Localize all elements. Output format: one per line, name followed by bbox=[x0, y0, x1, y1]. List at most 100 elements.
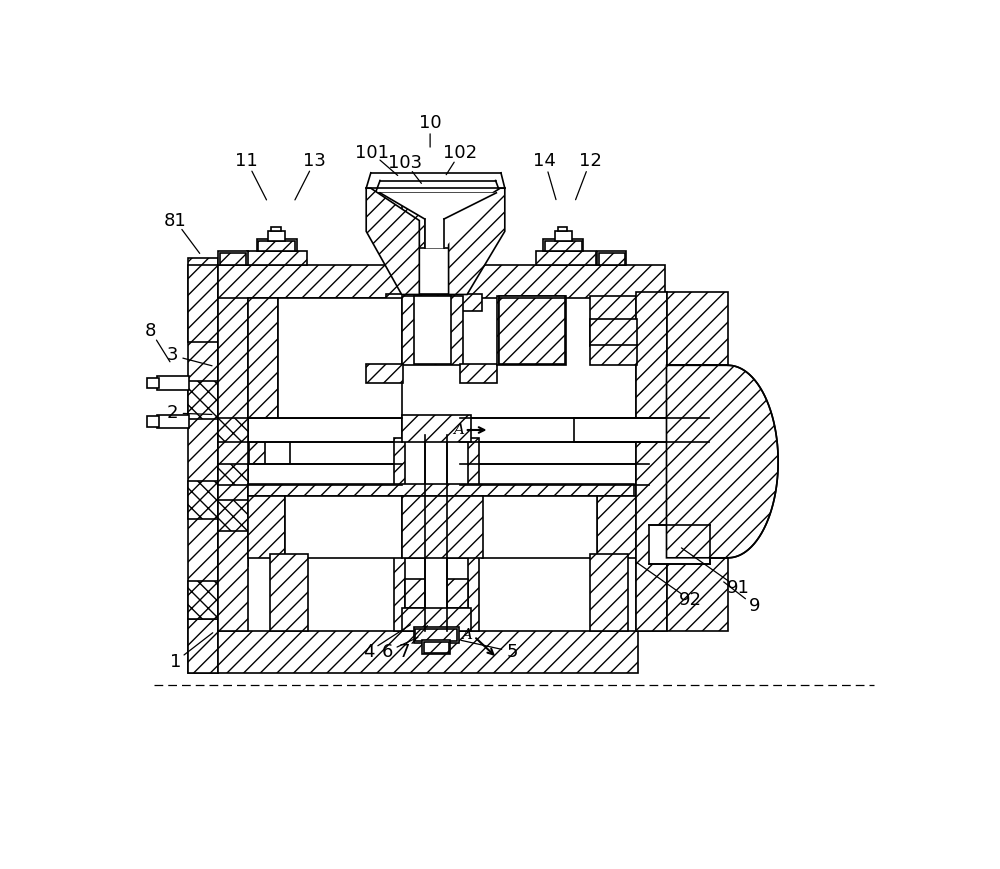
Bar bbox=[218, 292, 248, 631]
Text: 11: 11 bbox=[235, 152, 258, 170]
Text: 12: 12 bbox=[579, 152, 602, 170]
Bar bbox=[249, 433, 265, 494]
Bar bbox=[402, 496, 483, 558]
Bar bbox=[188, 265, 218, 342]
Text: A: A bbox=[453, 423, 464, 437]
Bar bbox=[188, 481, 218, 520]
Bar bbox=[218, 418, 248, 442]
Text: 10: 10 bbox=[419, 114, 441, 132]
Bar bbox=[218, 500, 248, 531]
Bar bbox=[425, 434, 447, 631]
Bar bbox=[157, 376, 189, 390]
Bar bbox=[188, 580, 218, 620]
Bar bbox=[558, 227, 567, 231]
Bar bbox=[497, 296, 566, 365]
Bar bbox=[422, 640, 450, 654]
Bar bbox=[636, 464, 665, 486]
Bar bbox=[231, 409, 248, 423]
Text: 81: 81 bbox=[164, 211, 187, 229]
Bar bbox=[590, 554, 628, 631]
Bar bbox=[555, 231, 572, 241]
Polygon shape bbox=[366, 189, 419, 295]
Bar bbox=[218, 377, 248, 504]
Polygon shape bbox=[380, 193, 496, 249]
Bar bbox=[590, 296, 636, 346]
Bar bbox=[402, 296, 463, 365]
Bar bbox=[248, 496, 285, 558]
Bar bbox=[258, 241, 295, 251]
Text: 5: 5 bbox=[507, 643, 518, 660]
Bar bbox=[402, 249, 467, 295]
Bar bbox=[666, 558, 728, 631]
Bar bbox=[366, 364, 403, 383]
Bar bbox=[268, 231, 285, 241]
Bar bbox=[666, 365, 728, 558]
Bar bbox=[460, 464, 649, 486]
Bar bbox=[415, 628, 457, 641]
Bar bbox=[424, 641, 449, 653]
Bar bbox=[402, 198, 425, 249]
Bar bbox=[482, 496, 597, 558]
Bar bbox=[188, 381, 218, 419]
Text: 8: 8 bbox=[145, 322, 156, 340]
Bar bbox=[636, 418, 665, 442]
Bar bbox=[218, 265, 665, 297]
Text: 9: 9 bbox=[749, 596, 760, 614]
Bar bbox=[188, 620, 218, 673]
Bar bbox=[270, 554, 308, 631]
Bar bbox=[599, 253, 625, 265]
Bar bbox=[666, 464, 696, 486]
Bar bbox=[157, 415, 189, 428]
Bar bbox=[402, 249, 467, 295]
Bar bbox=[597, 251, 626, 265]
Bar bbox=[248, 377, 290, 419]
Bar bbox=[590, 319, 637, 346]
Text: 6: 6 bbox=[381, 643, 393, 660]
Bar bbox=[218, 251, 248, 265]
Bar bbox=[257, 239, 297, 251]
Bar bbox=[666, 292, 728, 365]
Polygon shape bbox=[666, 365, 778, 558]
Bar bbox=[405, 439, 468, 629]
Bar bbox=[499, 296, 565, 364]
Bar bbox=[248, 385, 290, 496]
Bar bbox=[248, 377, 290, 419]
Text: 103: 103 bbox=[388, 154, 423, 172]
Bar bbox=[425, 198, 444, 249]
Bar bbox=[147, 378, 159, 388]
Bar bbox=[444, 198, 467, 249]
Text: 91: 91 bbox=[727, 579, 750, 597]
Bar bbox=[220, 253, 246, 265]
Text: 102: 102 bbox=[443, 143, 477, 162]
Bar bbox=[248, 297, 278, 418]
Bar bbox=[636, 292, 666, 631]
Text: 2: 2 bbox=[166, 404, 178, 422]
Bar bbox=[394, 439, 479, 631]
Bar bbox=[218, 423, 248, 469]
Text: A: A bbox=[461, 627, 472, 642]
Bar bbox=[597, 496, 636, 558]
Text: 101: 101 bbox=[355, 143, 389, 162]
Bar bbox=[248, 418, 402, 442]
Bar bbox=[405, 528, 468, 558]
Bar bbox=[218, 464, 248, 486]
Bar bbox=[574, 418, 709, 442]
Text: 3: 3 bbox=[166, 347, 178, 364]
Text: 13: 13 bbox=[303, 152, 326, 170]
Bar bbox=[386, 295, 482, 311]
Bar bbox=[405, 579, 468, 607]
Bar bbox=[271, 227, 281, 231]
Bar bbox=[147, 416, 159, 427]
Text: 7: 7 bbox=[399, 643, 410, 660]
Bar bbox=[414, 627, 459, 642]
Bar bbox=[536, 251, 596, 265]
Text: 92: 92 bbox=[679, 591, 702, 609]
Bar bbox=[188, 257, 218, 673]
Bar bbox=[247, 251, 307, 265]
Bar bbox=[278, 297, 402, 418]
Bar bbox=[545, 241, 582, 251]
Polygon shape bbox=[449, 189, 505, 295]
Bar bbox=[218, 327, 248, 385]
Bar bbox=[218, 342, 234, 623]
Text: 1: 1 bbox=[170, 653, 181, 671]
